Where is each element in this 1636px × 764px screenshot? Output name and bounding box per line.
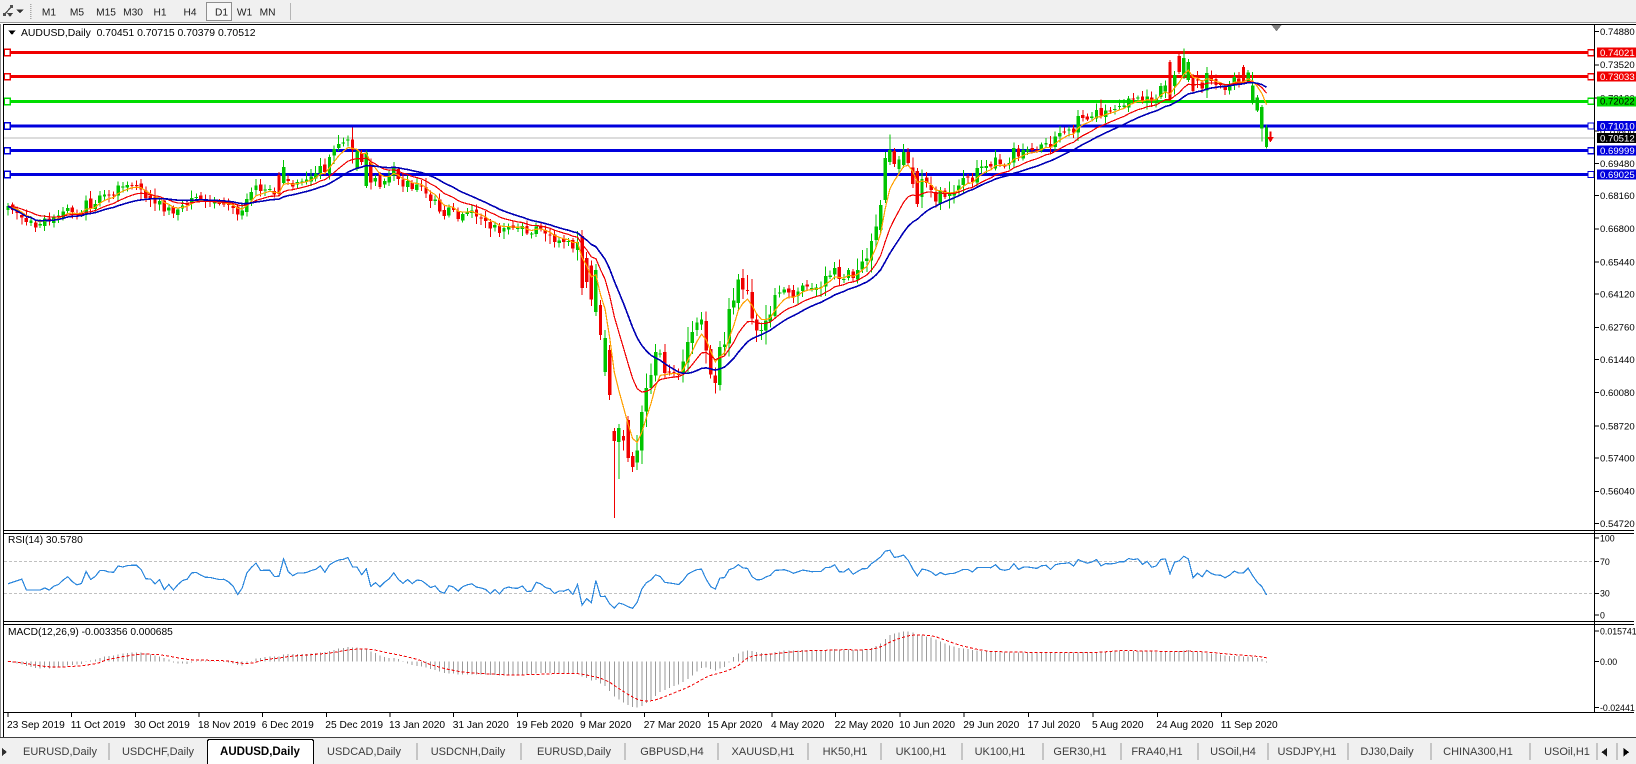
svg-text:11 Oct 2019: 11 Oct 2019: [71, 720, 126, 731]
svg-text:0.64120: 0.64120: [1600, 290, 1635, 301]
svg-text:15 Apr 2020: 15 Apr 2020: [707, 720, 762, 731]
svg-text:0.69025: 0.69025: [1600, 170, 1635, 181]
svg-text:0.73520: 0.73520: [1600, 60, 1635, 71]
svg-text:UK100,H1: UK100,H1: [975, 746, 1026, 758]
svg-text:M5: M5: [70, 8, 84, 19]
svg-text:DJ30,Daily: DJ30,Daily: [1360, 746, 1414, 758]
svg-text:23 Sep 2019: 23 Sep 2019: [7, 720, 65, 731]
svg-text:MACD(12,26,9) -0.003356 0.0006: MACD(12,26,9) -0.003356 0.000685: [8, 627, 173, 638]
svg-text:USDCAD,Daily: USDCAD,Daily: [327, 746, 401, 758]
svg-text:M1: M1: [42, 8, 56, 19]
svg-text:USDCNH,Daily: USDCNH,Daily: [431, 746, 506, 758]
svg-text:25 Dec 2019: 25 Dec 2019: [325, 720, 383, 731]
svg-text:24 Aug 2020: 24 Aug 2020: [1156, 720, 1214, 731]
svg-text:0.57400: 0.57400: [1600, 454, 1635, 465]
svg-text:D1: D1: [215, 8, 228, 19]
svg-text:0.60080: 0.60080: [1600, 388, 1635, 399]
svg-text:FRA40,H1: FRA40,H1: [1131, 746, 1182, 758]
svg-text:29 Jun 2020: 29 Jun 2020: [963, 720, 1019, 731]
svg-text:RSI(14) 30.5780: RSI(14) 30.5780: [8, 535, 83, 546]
svg-text:0.62760: 0.62760: [1600, 323, 1635, 334]
svg-text:0: 0: [1600, 610, 1605, 620]
svg-text:0.69480: 0.69480: [1600, 159, 1635, 170]
svg-text:0.56040: 0.56040: [1600, 487, 1635, 498]
svg-text:13 Jan 2020: 13 Jan 2020: [389, 720, 445, 731]
svg-text:6 Dec 2019: 6 Dec 2019: [262, 720, 314, 731]
svg-text:0.73033: 0.73033: [1600, 72, 1635, 83]
svg-text:0.74880: 0.74880: [1600, 27, 1635, 38]
svg-text:9 Mar 2020: 9 Mar 2020: [580, 720, 632, 731]
svg-text:0.71010: 0.71010: [1600, 121, 1635, 132]
svg-text:30: 30: [1600, 589, 1610, 599]
svg-text:USDJPY,H1: USDJPY,H1: [1277, 746, 1336, 758]
svg-text:0.54720: 0.54720: [1600, 519, 1635, 530]
svg-text:0.61440: 0.61440: [1600, 355, 1635, 366]
svg-text:0.70512: 0.70512: [1600, 134, 1635, 145]
svg-text:MN: MN: [260, 8, 276, 19]
svg-text:10 Jun 2020: 10 Jun 2020: [899, 720, 955, 731]
svg-text:EURUSD,Daily: EURUSD,Daily: [23, 746, 97, 758]
svg-text:AUDUSD,Daily: AUDUSD,Daily: [220, 746, 300, 758]
svg-text:18 Nov 2019: 18 Nov 2019: [198, 720, 256, 731]
svg-text:0.00: 0.00: [1600, 657, 1617, 667]
svg-text:5 Aug 2020: 5 Aug 2020: [1092, 720, 1144, 731]
svg-text:AUDUSD,Daily 0.70451 0.70715: AUDUSD,Daily 0.70451 0.70715 0.70379 0.7…: [21, 28, 256, 39]
svg-text:EURUSD,Daily: EURUSD,Daily: [537, 746, 611, 758]
svg-text:H1: H1: [153, 8, 166, 19]
svg-text:0.66800: 0.66800: [1600, 224, 1635, 235]
svg-text:70: 70: [1600, 557, 1610, 567]
svg-text:27 Mar 2020: 27 Mar 2020: [644, 720, 702, 731]
svg-text:0.74021: 0.74021: [1600, 48, 1635, 59]
svg-text:17 Jul 2020: 17 Jul 2020: [1028, 720, 1081, 731]
svg-text:0.015741: 0.015741: [1600, 627, 1636, 637]
svg-text:USOil,H1: USOil,H1: [1544, 746, 1590, 758]
svg-text:GBPUSD,H4: GBPUSD,H4: [640, 746, 704, 758]
svg-text:M15: M15: [96, 8, 116, 19]
svg-text:4 May 2020: 4 May 2020: [771, 720, 825, 731]
svg-text:30 Oct 2019: 30 Oct 2019: [134, 720, 190, 731]
svg-text:CHINA300,H1: CHINA300,H1: [1443, 746, 1513, 758]
svg-text:H4: H4: [183, 8, 196, 19]
svg-text:GER30,H1: GER30,H1: [1053, 746, 1106, 758]
svg-text:M30: M30: [123, 8, 143, 19]
svg-text:UK100,H1: UK100,H1: [896, 746, 947, 758]
svg-text:0.65440: 0.65440: [1600, 257, 1635, 268]
svg-text:22 May 2020: 22 May 2020: [835, 720, 894, 731]
svg-text:0.72022: 0.72022: [1600, 97, 1635, 108]
svg-text:USDCHF,Daily: USDCHF,Daily: [122, 746, 195, 758]
svg-text:11 Sep 2020: 11 Sep 2020: [1221, 720, 1278, 731]
svg-text:XAUUSD,H1: XAUUSD,H1: [732, 746, 795, 758]
svg-text:0.58720: 0.58720: [1600, 421, 1635, 432]
svg-text:0.68160: 0.68160: [1600, 191, 1635, 202]
svg-text:100: 100: [1600, 533, 1615, 543]
svg-text:USOil,H4: USOil,H4: [1210, 746, 1256, 758]
svg-text:19 Feb 2020: 19 Feb 2020: [516, 720, 574, 731]
svg-text:-0.02441: -0.02441: [1600, 703, 1635, 713]
svg-text:HK50,H1: HK50,H1: [823, 746, 868, 758]
svg-text:0.70800: 0.70800: [1600, 127, 1635, 138]
svg-text:0.69999: 0.69999: [1600, 146, 1635, 157]
svg-text:31 Jan 2020: 31 Jan 2020: [453, 720, 509, 731]
svg-text:W1: W1: [237, 8, 253, 19]
